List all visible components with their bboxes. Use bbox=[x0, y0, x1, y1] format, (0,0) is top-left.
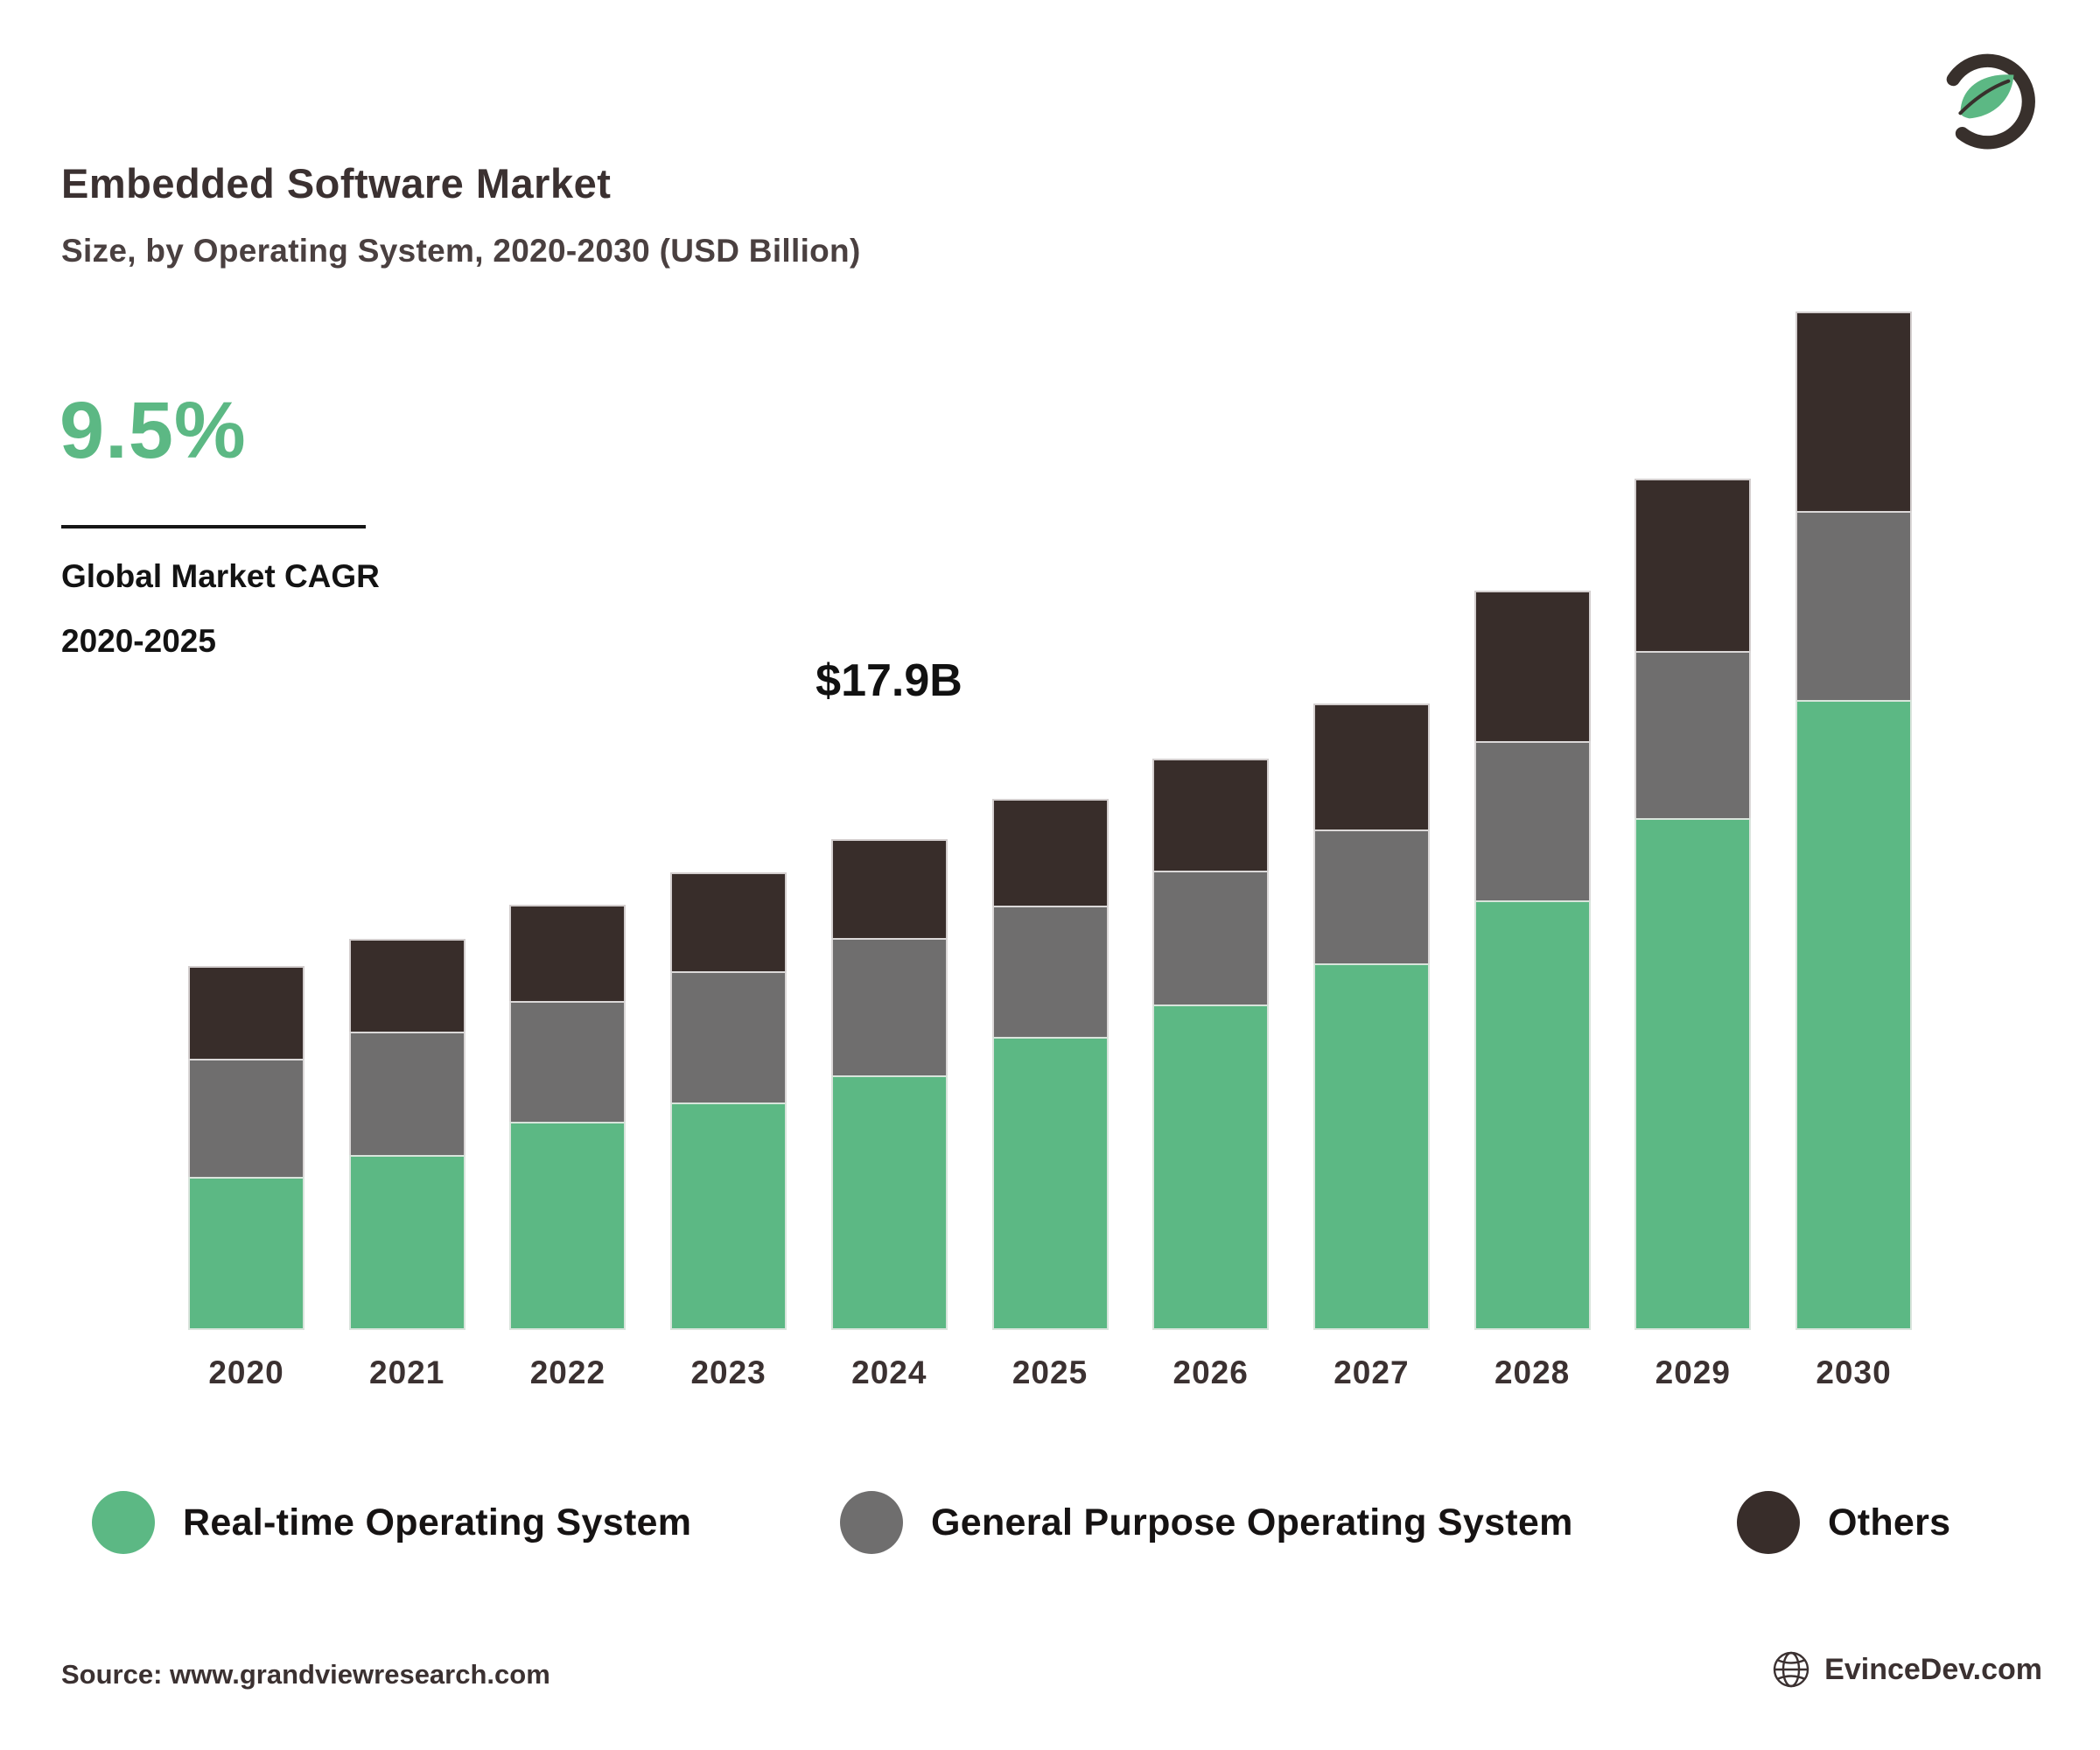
brand-footer: EvinceDev.com bbox=[1772, 1650, 2042, 1689]
bar-2022 bbox=[509, 905, 626, 1330]
x-tick-label: 2026 bbox=[1172, 1354, 1249, 1390]
segment-2023-others bbox=[670, 872, 788, 971]
brand-name: EvinceDev.com bbox=[1824, 1652, 2042, 1686]
x-tick-label: 2020 bbox=[208, 1354, 284, 1390]
evincedev-logo-icon bbox=[1946, 53, 2035, 150]
segment-2027-others bbox=[1312, 704, 1430, 830]
bar-2027 bbox=[1312, 704, 1430, 1330]
x-tick-label: 2024 bbox=[851, 1354, 928, 1390]
segment-2025-real-time-operating-system bbox=[991, 1037, 1109, 1330]
page-subtitle: Size, by Operating System, 2020-2030 (US… bbox=[61, 233, 861, 269]
legend-label: Others bbox=[1828, 1501, 1951, 1544]
segment-2030-general-purpose-operating-system bbox=[1796, 511, 1912, 700]
segment-2021-others bbox=[348, 939, 466, 1032]
stacked-bar-chart bbox=[188, 312, 1912, 1330]
bar-2030 bbox=[1796, 312, 1912, 1330]
segment-2025-general-purpose-operating-system bbox=[991, 906, 1109, 1037]
segment-2024-real-time-operating-system bbox=[830, 1075, 948, 1330]
others-swatch-icon bbox=[1737, 1491, 1800, 1554]
segment-2026-general-purpose-operating-system bbox=[1152, 871, 1270, 1004]
globe-icon bbox=[1773, 1651, 1810, 1688]
segment-2027-real-time-operating-system bbox=[1312, 963, 1430, 1330]
cagr-period: 2020-2025 bbox=[61, 623, 216, 659]
segment-2028-others bbox=[1474, 591, 1591, 741]
segment-2030-real-time-operating-system bbox=[1796, 700, 1912, 1330]
source-attribution: Source: www.grandviewresearch.com bbox=[61, 1659, 550, 1690]
segment-2029-others bbox=[1634, 479, 1752, 651]
segment-2029-general-purpose-operating-system bbox=[1634, 651, 1752, 818]
segment-2024-others bbox=[830, 839, 948, 938]
segment-2024-general-purpose-operating-system bbox=[830, 938, 948, 1075]
bar-2023 bbox=[670, 872, 788, 1330]
legend-label: General Purpose Operating System bbox=[931, 1501, 1573, 1544]
x-tick-label: 2023 bbox=[690, 1354, 766, 1390]
bar-2025 bbox=[991, 799, 1109, 1330]
segment-2023-real-time-operating-system bbox=[670, 1102, 788, 1330]
legend-item-rtos: Real-time Operating System bbox=[92, 1489, 691, 1556]
segment-2020-others bbox=[188, 966, 304, 1059]
legend-item-gpos: General Purpose Operating System bbox=[840, 1489, 1573, 1556]
x-tick-label: 2021 bbox=[369, 1354, 445, 1390]
rtos-swatch-icon bbox=[92, 1491, 155, 1554]
segment-2021-general-purpose-operating-system bbox=[348, 1032, 466, 1155]
x-tick-label: 2025 bbox=[1012, 1354, 1088, 1390]
legend-label: Real-time Operating System bbox=[183, 1501, 692, 1544]
segment-2028-general-purpose-operating-system bbox=[1474, 741, 1591, 900]
segment-2026-real-time-operating-system bbox=[1152, 1004, 1270, 1330]
bar-2029 bbox=[1634, 479, 1752, 1330]
bar-2021 bbox=[348, 939, 466, 1330]
segment-2022-others bbox=[509, 905, 626, 1001]
bar-2028 bbox=[1474, 591, 1591, 1330]
page-title: Embedded Software Market bbox=[61, 160, 612, 206]
data-label-2024: $17.9B bbox=[816, 655, 962, 706]
segment-2025-others bbox=[991, 799, 1109, 906]
bar-2026 bbox=[1152, 759, 1270, 1330]
x-tick-label: 2030 bbox=[1816, 1354, 1892, 1390]
legend: Real-time Operating System General Purpo… bbox=[0, 1489, 2100, 1556]
bar-2024 bbox=[830, 839, 948, 1330]
segment-2026-others bbox=[1152, 759, 1270, 871]
x-tick-label: 2022 bbox=[529, 1354, 606, 1390]
gpos-swatch-icon bbox=[840, 1491, 903, 1554]
segment-2029-real-time-operating-system bbox=[1634, 818, 1752, 1330]
cagr-label: Global Market CAGR bbox=[61, 558, 380, 594]
segment-2021-real-time-operating-system bbox=[348, 1155, 466, 1330]
segment-2028-real-time-operating-system bbox=[1474, 900, 1591, 1330]
segment-2022-general-purpose-operating-system bbox=[509, 1001, 626, 1122]
segment-2020-general-purpose-operating-system bbox=[188, 1059, 304, 1177]
x-tick-label: 2028 bbox=[1494, 1354, 1571, 1390]
cagr-value: 9.5% bbox=[60, 386, 247, 475]
x-tick-label: 2029 bbox=[1655, 1354, 1731, 1390]
bar-2020 bbox=[188, 966, 304, 1330]
segment-2023-general-purpose-operating-system bbox=[670, 971, 788, 1102]
x-axis-labels: 2020 2021 2022 2023 2024 2025 2026 2027 2028 2029… bbox=[0, 1354, 2100, 1407]
segment-2020-real-time-operating-system bbox=[188, 1177, 304, 1330]
x-tick-label: 2027 bbox=[1334, 1354, 1410, 1390]
segment-2030-others bbox=[1796, 312, 1912, 511]
segment-2027-general-purpose-operating-system bbox=[1312, 830, 1430, 963]
legend-item-others: Others bbox=[1737, 1489, 1950, 1556]
stat-divider bbox=[61, 525, 366, 528]
segment-2022-real-time-operating-system bbox=[509, 1122, 626, 1330]
